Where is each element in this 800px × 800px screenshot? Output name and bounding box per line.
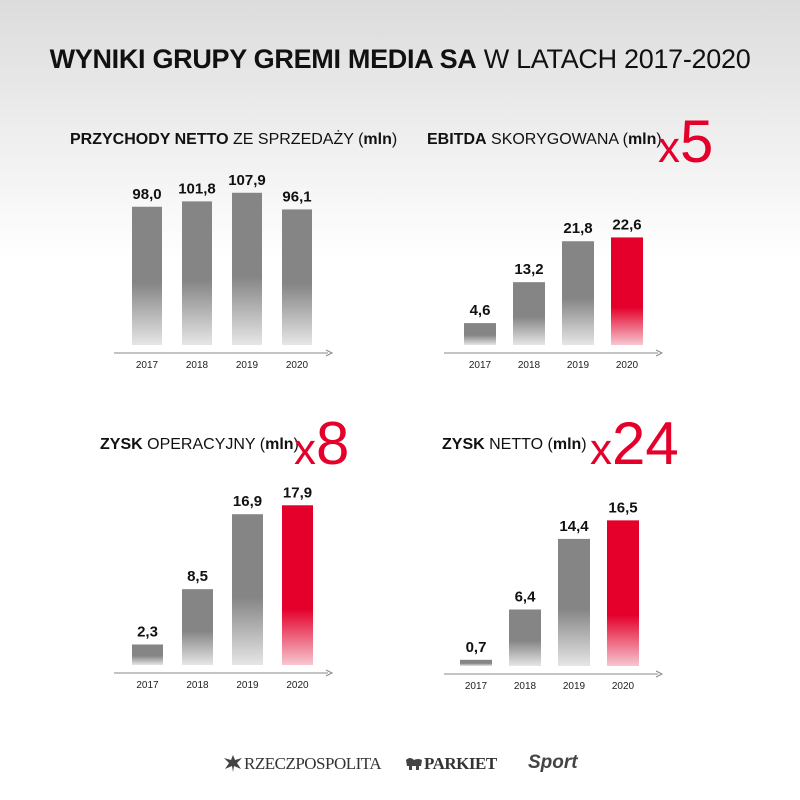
data-label: 4,6 [470,302,491,319]
data-label: 2,3 [137,623,158,640]
x-axis-arrow [655,670,664,678]
x-tick-label: 2020 [612,681,635,692]
bar [182,589,213,665]
title-bold: WYNIKI GRUPY GREMI MEDIA SA [49,44,477,74]
data-label: 13,2 [514,261,543,278]
bar [132,206,162,345]
x-tick-label: 2020 [286,680,309,691]
panel-title-revenue: PRZYCHODY NETTO ZE SPRZEDAŻY (mln) [70,131,398,148]
x-tick-label: 2019 [567,360,590,371]
chart-operating: 2,3 2017 8,5 2018 16,9 2019 17,9 2020 [114,484,334,691]
bar [182,201,212,345]
bar-highlight [611,237,643,345]
data-label: 8,5 [187,568,208,585]
x-tick-label: 2018 [518,360,541,371]
x-axis-arrow [325,669,334,677]
bar [464,323,496,345]
x-tick-label: 2020 [616,360,639,371]
logo-parkiet: PARKIET [424,754,497,773]
data-label: 16,5 [608,499,637,516]
multiplier-operating: x8 [294,410,350,477]
data-label: 6,4 [515,589,537,606]
multiplier-ebitda: x5 [658,108,714,175]
logo-rzeczpospolita: RZECZPOSPOLITA [244,754,382,773]
panel-title-net: ZYSK NETTO (mln) [442,436,587,453]
panel-title-operating: ZYSK OPERACYJNY (mln) [100,436,299,453]
panel-title-ebitda: EBITDA SKORYGOWANA (mln) [427,131,662,148]
chart-net: 0,7 2017 6,4 2018 14,4 2019 16,5 2020 [444,499,664,692]
bar [132,644,163,665]
bar [509,609,541,666]
data-label: 16,9 [233,493,262,510]
page-title: WYNIKI GRUPY GREMI MEDIA SA W LATACH 201… [0,44,800,75]
bar [232,514,263,665]
data-label: 14,4 [559,518,589,535]
x-tick-label: 2017 [469,360,492,371]
bar [558,538,590,666]
bar [513,282,545,345]
x-tick-label: 2020 [286,360,309,371]
chart-revenue: 98,0 2017 101,8 2018 107,9 2019 96,1 2020 [114,172,334,371]
bar-highlight [282,505,313,665]
x-tick-label: 2019 [563,681,586,692]
bar-highlight [607,520,639,666]
bar [282,209,312,345]
eagle-icon [224,755,242,772]
x-tick-label: 2019 [236,360,259,371]
data-label: 0,7 [466,639,487,656]
x-axis-arrow [655,349,664,357]
x-tick-label: 2017 [465,681,488,692]
x-tick-label: 2018 [186,680,209,691]
data-label: 101,8 [178,180,216,197]
data-label: 22,6 [612,216,641,233]
x-tick-label: 2018 [514,681,537,692]
x-tick-label: 2017 [136,360,159,371]
bar [460,659,492,666]
multiplier-net: x24 [590,410,679,477]
logo-sport: Sport [528,752,578,773]
data-label: 107,9 [228,172,266,189]
data-label: 98,0 [132,186,161,203]
bull-icon [406,758,422,770]
bar [232,192,262,345]
x-axis-arrow [325,349,334,357]
data-label: 21,8 [563,220,592,237]
x-tick-label: 2018 [186,360,209,371]
data-label: 96,1 [282,188,311,205]
footer-logos: RZECZPOSPOLITA PARKIET Sport [0,748,800,782]
chart-ebitda: 4,6 2017 13,2 2018 21,8 2019 22,6 2020 [444,216,664,371]
bar [562,241,594,345]
x-tick-label: 2019 [236,680,259,691]
data-label: 17,9 [283,484,312,501]
x-tick-label: 2017 [136,680,159,691]
title-light: W LATACH 2017-2020 [483,44,751,74]
